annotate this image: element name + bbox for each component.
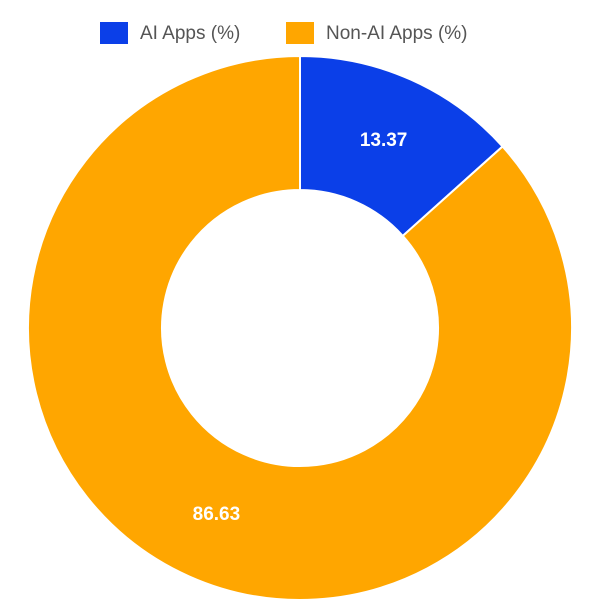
value-label: 86.63	[193, 504, 241, 525]
legend-label: AI Apps (%)	[140, 23, 240, 44]
legend-swatch	[100, 22, 128, 44]
legend-label: Non-AI Apps (%)	[326, 23, 468, 44]
donut-slice	[27, 54, 573, 600]
legend-swatch	[286, 22, 314, 44]
value-label: 13.37	[360, 130, 408, 151]
